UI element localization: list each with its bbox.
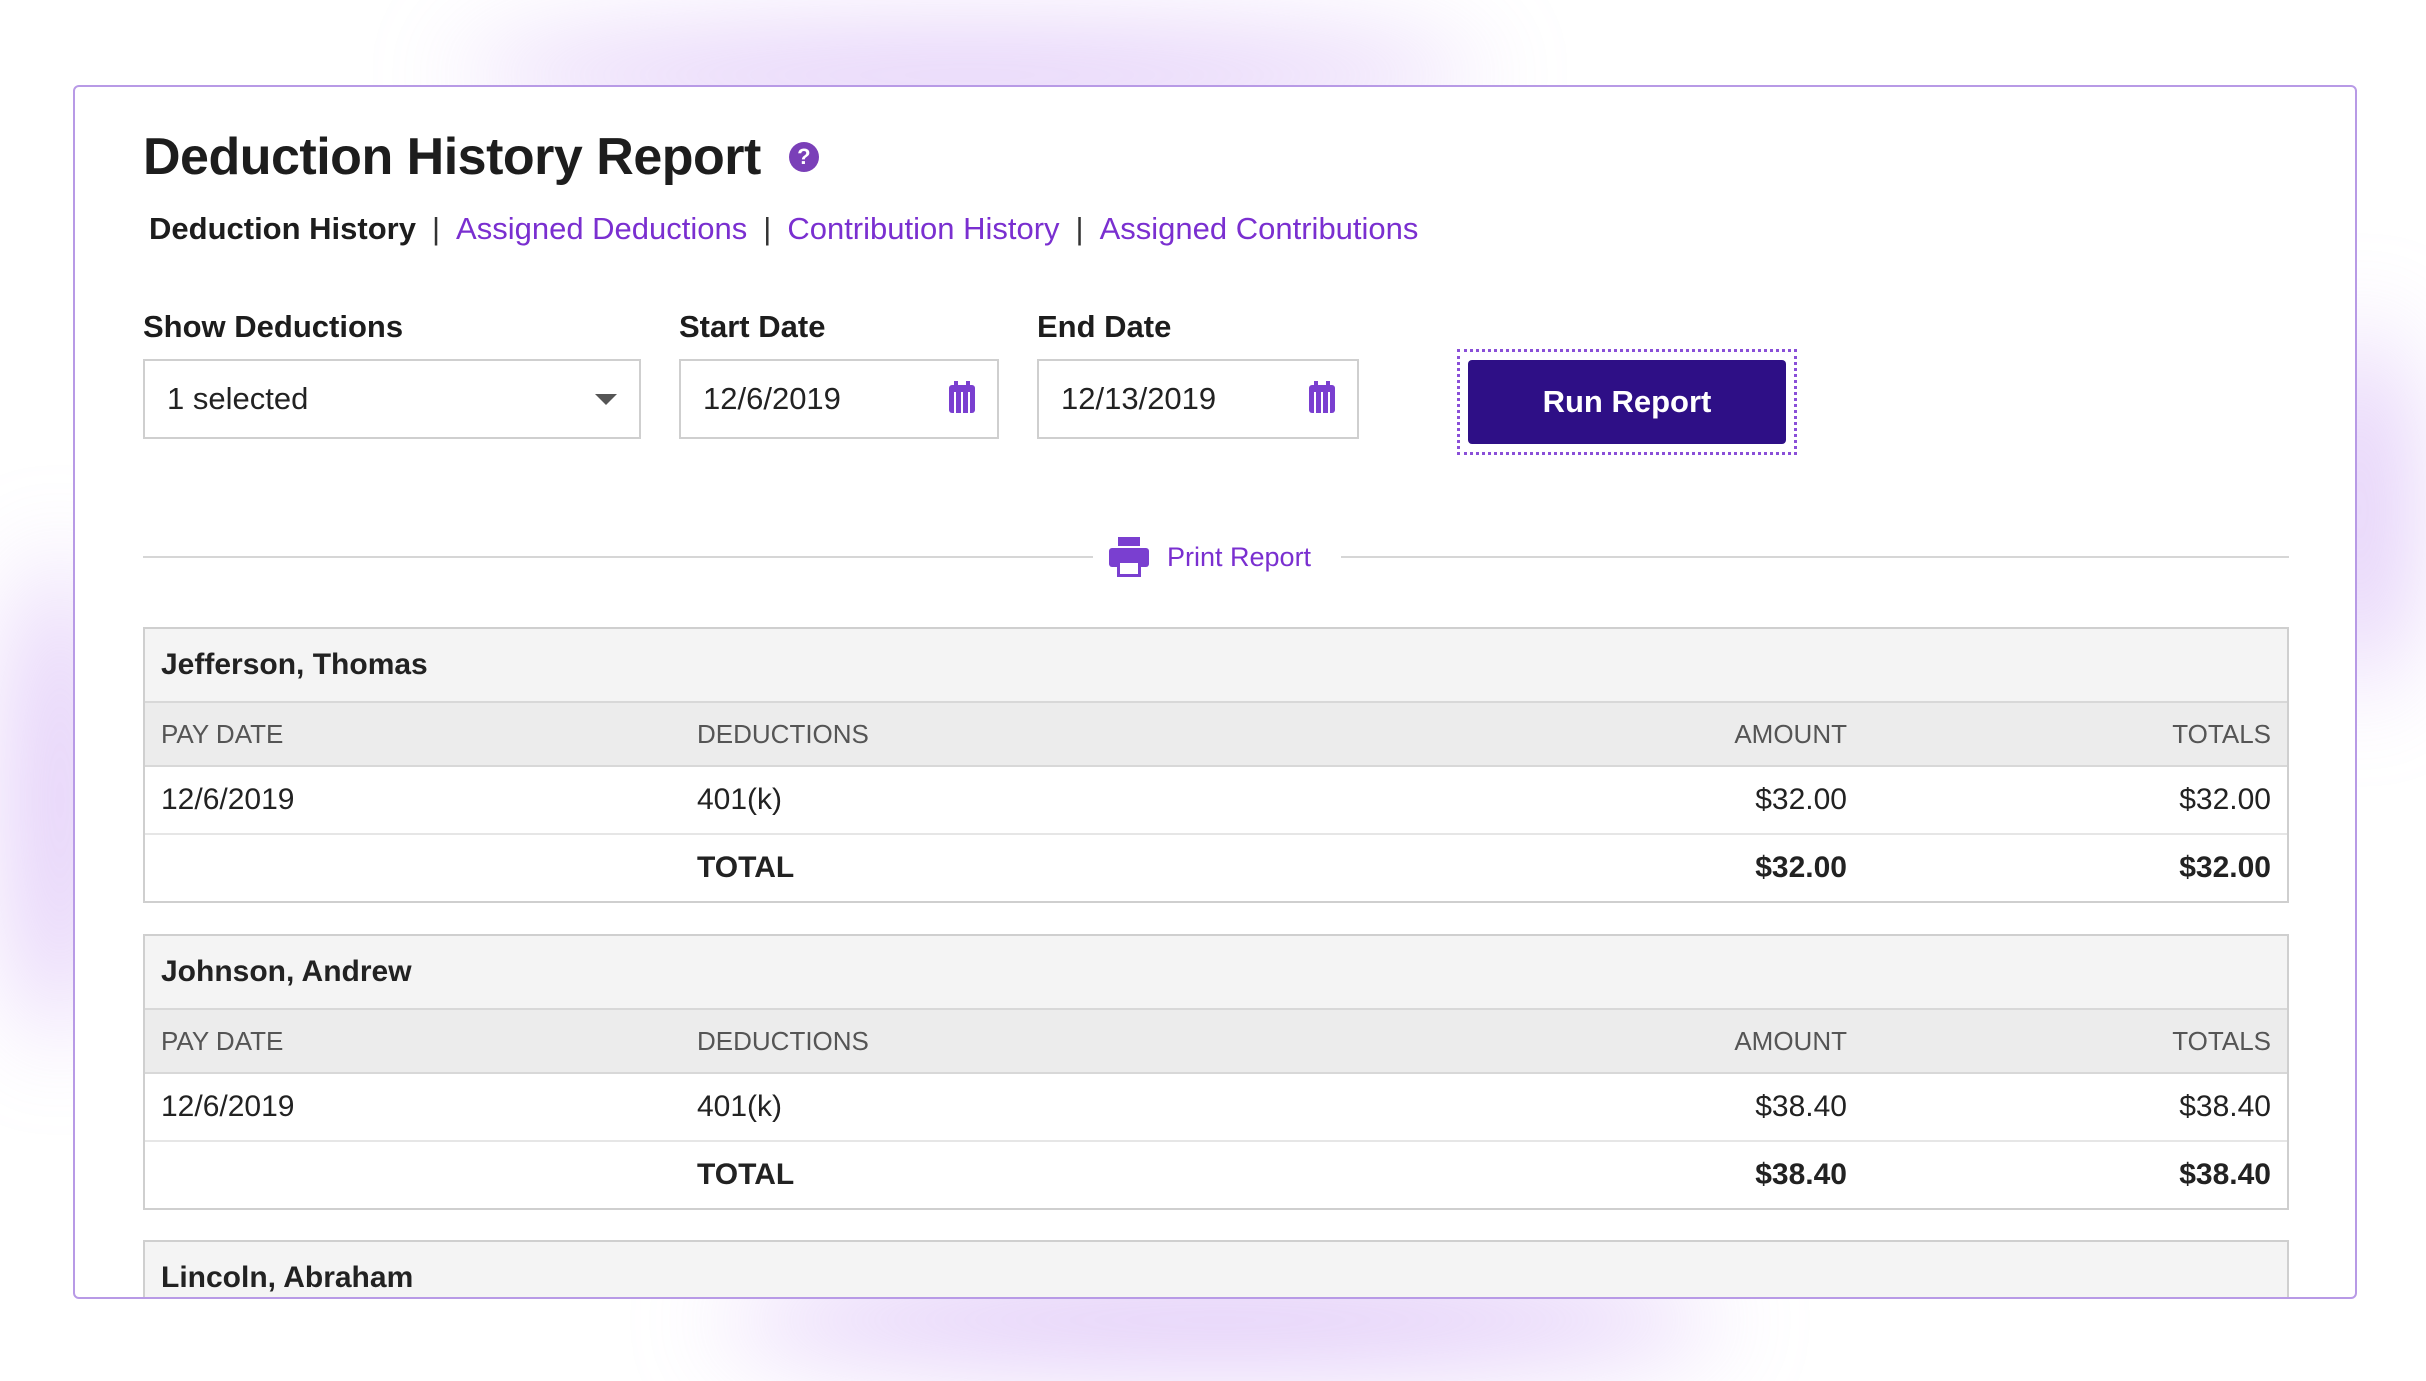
total-amount: $38.40 — [1755, 1158, 1847, 1191]
employee-name: Lincoln, Abraham — [145, 1242, 2287, 1297]
tab-assigned-contributions[interactable]: Assigned Contributions — [1099, 211, 1419, 246]
totals-cell: $38.40 — [2179, 1090, 2271, 1123]
report-tabs: Deduction History | Assigned Deductions … — [149, 211, 1418, 247]
employee-section: Jefferson, Thomas PAY DATE DEDUCTIONS AM… — [143, 627, 2289, 903]
pay-date-cell: 12/6/2019 — [161, 783, 295, 816]
col-deductions: DEDUCTIONS — [697, 718, 869, 749]
pay-date-cell: 12/6/2019 — [161, 1090, 295, 1123]
table-header: PAY DATE DEDUCTIONS AMOUNT TOTALS — [145, 1010, 2287, 1074]
table-row: 12/6/2019 401(k) $38.40 $38.40 — [145, 1074, 2287, 1142]
divider — [1341, 556, 2289, 558]
help-icon[interactable]: ? — [788, 142, 819, 172]
deduction-cell: 401(k) — [697, 1090, 783, 1123]
totals-cell: $32.00 — [2179, 783, 2271, 816]
employee-name: Jefferson, Thomas — [145, 629, 2287, 703]
start-date-value: 12/6/2019 — [703, 381, 841, 416]
total-totals: $38.40 — [2179, 1158, 2271, 1191]
calendar-icon[interactable] — [1309, 381, 1335, 413]
col-totals: TOTALS — [2172, 718, 2271, 749]
table-header: PAY DATE DEDUCTIONS AMOUNT TOTALS — [145, 703, 2287, 767]
col-totals: TOTALS — [2172, 1025, 2271, 1056]
divider — [143, 556, 1093, 558]
col-amount: AMOUNT — [1734, 1025, 1847, 1056]
end-date-value: 12/13/2019 — [1061, 381, 1217, 416]
show-deductions-label: Show Deductions — [143, 309, 404, 344]
tab-separator: | — [763, 211, 772, 246]
print-report-label: Print Report — [1167, 541, 1312, 572]
amount-cell: $38.40 — [1755, 1090, 1847, 1123]
total-amount: $32.00 — [1755, 851, 1847, 884]
printer-icon — [1109, 537, 1149, 577]
end-date-input[interactable]: 12/13/2019 — [1037, 359, 1359, 439]
table-row: 12/6/2019 401(k) $32.00 $32.00 — [145, 767, 2287, 835]
run-report-focus-ring: Run Report — [1457, 349, 1797, 455]
calendar-icon[interactable] — [949, 381, 975, 413]
total-totals: $32.00 — [2179, 851, 2271, 884]
total-label: TOTAL — [697, 851, 795, 884]
page-title: Deduction History Report — [143, 128, 761, 186]
employee-section: Lincoln, Abraham — [143, 1240, 2289, 1297]
chevron-down-icon — [595, 393, 617, 405]
end-date-label: End Date — [1037, 309, 1172, 344]
show-deductions-select[interactable]: 1 selected — [143, 359, 641, 439]
employee-section: Johnson, Andrew PAY DATE DEDUCTIONS AMOU… — [143, 934, 2289, 1210]
deduction-cell: 401(k) — [697, 783, 783, 816]
total-row: TOTAL $38.40 $38.40 — [145, 1142, 2287, 1208]
col-deductions: DEDUCTIONS — [697, 1025, 869, 1056]
show-deductions-value: 1 selected — [167, 381, 309, 416]
tab-contribution-history[interactable]: Contribution History — [787, 211, 1060, 246]
total-row: TOTAL $32.00 $32.00 — [145, 835, 2287, 901]
tab-separator: | — [431, 211, 441, 246]
col-amount: AMOUNT — [1734, 718, 1847, 749]
tab-deduction-history[interactable]: Deduction History — [149, 211, 416, 246]
report-panel: Deduction History Report ? Deduction His… — [73, 85, 2357, 1299]
tab-assigned-deductions[interactable]: Assigned Deductions — [456, 211, 748, 246]
amount-cell: $32.00 — [1755, 783, 1847, 816]
col-pay-date: PAY DATE — [161, 1025, 284, 1056]
total-label: TOTAL — [697, 1158, 795, 1191]
print-row: Print Report — [143, 537, 2289, 577]
tab-separator: | — [1075, 211, 1084, 246]
run-report-button[interactable]: Run Report — [1468, 360, 1786, 444]
title-row: Deduction History Report ? — [143, 127, 819, 187]
employee-name: Johnson, Andrew — [145, 936, 2287, 1010]
start-date-input[interactable]: 12/6/2019 — [679, 359, 999, 439]
start-date-label: Start Date — [679, 309, 826, 344]
print-report-link[interactable]: Print Report — [1109, 537, 1311, 577]
col-pay-date: PAY DATE — [161, 718, 284, 749]
